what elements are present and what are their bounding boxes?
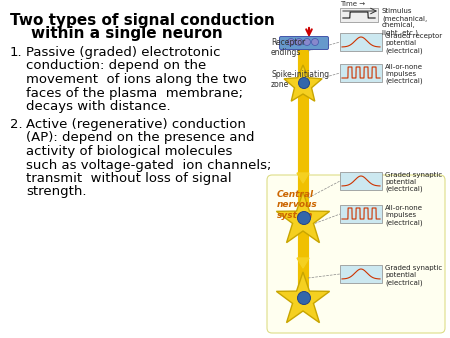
Polygon shape: [276, 192, 330, 243]
Text: Time →: Time →: [340, 1, 365, 7]
Text: faces of the plasma  membrane;: faces of the plasma membrane;: [26, 87, 243, 99]
Text: conduction: depend on the: conduction: depend on the: [26, 59, 206, 72]
Ellipse shape: [297, 291, 310, 305]
Bar: [340, 8, 378, 22]
Bar: [340, 205, 382, 223]
Bar: [340, 172, 382, 190]
Polygon shape: [297, 258, 309, 268]
Text: movement  of ions along the two: movement of ions along the two: [26, 73, 247, 86]
FancyBboxPatch shape: [279, 37, 328, 49]
Ellipse shape: [297, 212, 310, 224]
Ellipse shape: [298, 77, 310, 89]
Text: Passive (graded) electrotonic: Passive (graded) electrotonic: [26, 46, 220, 59]
Text: Active (regenerative) conduction: Active (regenerative) conduction: [26, 118, 246, 131]
Text: Graded synaptic
potential
(electrical): Graded synaptic potential (electrical): [385, 172, 442, 193]
Text: All-or-none
impulses
(electrical): All-or-none impulses (electrical): [385, 205, 423, 225]
Bar: [340, 64, 382, 82]
Ellipse shape: [311, 39, 319, 46]
FancyBboxPatch shape: [267, 175, 445, 333]
Text: Graded receptor
potential
(electrical): Graded receptor potential (electrical): [385, 33, 442, 53]
Text: 1.: 1.: [10, 46, 22, 59]
Text: decays with distance.: decays with distance.: [26, 100, 171, 113]
Text: strength.: strength.: [26, 186, 86, 198]
Text: within a single neuron: within a single neuron: [10, 26, 223, 41]
Text: Two types of signal conduction: Two types of signal conduction: [10, 13, 275, 28]
Text: activity of biological molecules: activity of biological molecules: [26, 145, 232, 158]
Text: (AP): depend on the presence and: (AP): depend on the presence and: [26, 131, 255, 145]
Text: Graded synaptic
potential
(electrical): Graded synaptic potential (electrical): [385, 265, 442, 286]
Bar: [340, 33, 382, 51]
Text: Receptor
endings: Receptor endings: [271, 38, 305, 57]
Text: Spike-initiating
zone: Spike-initiating zone: [271, 70, 329, 89]
Polygon shape: [297, 173, 309, 183]
Text: transmit  without loss of signal: transmit without loss of signal: [26, 172, 232, 185]
Text: 2.: 2.: [10, 118, 22, 131]
Ellipse shape: [288, 39, 294, 46]
Text: All-or-none
impulses
(electrical): All-or-none impulses (electrical): [385, 64, 423, 84]
Polygon shape: [284, 65, 322, 101]
Polygon shape: [276, 272, 330, 323]
Bar: [340, 265, 382, 283]
Ellipse shape: [296, 39, 302, 46]
Ellipse shape: [303, 39, 310, 46]
Text: Central
nervous
system: Central nervous system: [277, 190, 318, 220]
Text: Stimulus
(mechanical,
chemical,
light, etc.): Stimulus (mechanical, chemical, light, e…: [382, 8, 427, 36]
Text: such as voltage-gated  ion channels;: such as voltage-gated ion channels;: [26, 159, 271, 171]
